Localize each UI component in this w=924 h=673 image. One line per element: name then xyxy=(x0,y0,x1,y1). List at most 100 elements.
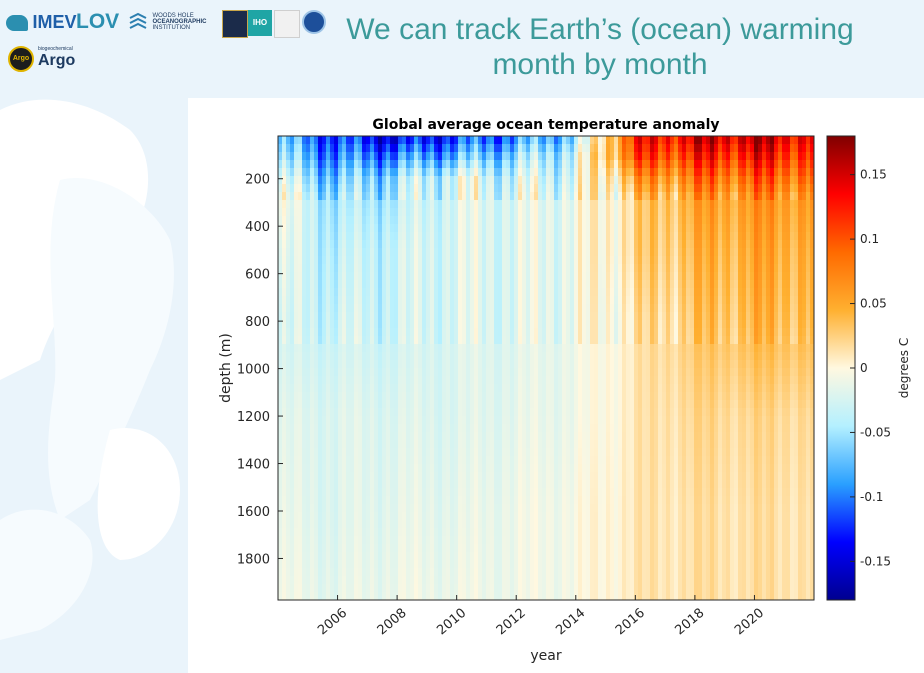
heatmap-cell xyxy=(434,464,439,473)
heatmap-cell xyxy=(566,184,571,193)
heatmap-cell xyxy=(586,400,591,409)
heatmap-cell xyxy=(342,320,347,329)
heatmap-cell xyxy=(386,480,391,489)
heatmap-cell xyxy=(462,240,467,249)
heatmap-cell xyxy=(414,504,419,513)
heatmap-cell xyxy=(510,584,515,593)
heatmap-cell xyxy=(390,208,395,217)
heatmap-cell xyxy=(522,280,527,289)
heatmap-cell xyxy=(414,344,419,353)
heatmap-cell xyxy=(450,560,455,569)
heatmap-cell xyxy=(578,288,583,297)
heatmap-cell xyxy=(390,360,395,369)
heatmap-cell xyxy=(426,360,431,369)
heatmap-cell xyxy=(506,144,511,153)
heatmap-cell xyxy=(490,168,495,177)
heatmap-cell xyxy=(478,448,483,457)
heatmap-cell xyxy=(582,328,587,337)
heatmap-cell xyxy=(370,384,375,393)
heatmap-cell xyxy=(398,408,403,417)
heatmap-cell xyxy=(374,560,379,569)
heatmap-cell xyxy=(598,272,603,281)
heatmap-cell xyxy=(386,400,391,409)
heatmap-cell xyxy=(346,208,351,217)
heatmap-cell xyxy=(442,408,447,417)
heatmap-cell xyxy=(310,312,315,321)
heatmap-cell xyxy=(302,344,307,353)
heatmap-cell xyxy=(314,320,319,329)
heatmap-cell xyxy=(294,376,299,385)
heatmap-cell xyxy=(606,224,611,233)
heatmap-cell xyxy=(286,552,291,561)
heatmap-cell xyxy=(414,200,419,209)
heatmap-cell xyxy=(526,272,531,281)
heatmap-cell xyxy=(374,200,379,209)
heatmap-cell xyxy=(394,272,399,281)
heatmap-cell xyxy=(398,392,403,401)
heatmap-cell xyxy=(442,528,447,537)
heatmap-cell xyxy=(326,384,331,393)
heatmap-cell xyxy=(390,256,395,265)
heatmap-cell xyxy=(450,296,455,305)
heatmap-cell xyxy=(410,368,415,377)
heatmap-cell xyxy=(538,464,543,473)
heatmap-cell xyxy=(290,592,295,600)
heatmap-cell xyxy=(286,184,291,193)
heatmap-cell xyxy=(398,256,403,265)
heatmap-cell xyxy=(470,576,475,585)
heatmap-cell xyxy=(598,256,603,265)
heatmap-cell xyxy=(554,352,559,361)
heatmap-cell xyxy=(530,280,535,289)
heatmap-cell xyxy=(318,272,323,281)
heatmap-cell xyxy=(510,568,515,577)
heatmap-cell xyxy=(314,280,319,289)
heatmap-cell xyxy=(290,168,295,177)
heatmap-cell xyxy=(386,152,391,161)
heatmap-cell xyxy=(530,456,535,465)
heatmap-cell xyxy=(538,168,543,177)
heatmap-cell xyxy=(282,336,287,345)
heatmap-cell xyxy=(578,552,583,561)
heatmap-cell xyxy=(354,472,359,481)
heatmap-cell xyxy=(322,408,327,417)
heatmap-cell xyxy=(338,568,343,577)
heatmap-cell xyxy=(514,440,519,449)
heatmap-cell xyxy=(462,456,467,465)
heatmap-cell xyxy=(338,296,343,305)
heatmap-cell xyxy=(454,368,459,377)
heatmap-cell xyxy=(578,152,583,161)
heatmap-cell xyxy=(410,264,415,273)
heatmap-cell xyxy=(386,248,391,257)
heatmap-cell xyxy=(366,512,371,521)
heatmap-cell xyxy=(614,480,619,489)
heatmap-cell xyxy=(314,440,319,449)
heatmap-cell xyxy=(450,304,455,313)
heatmap-cell xyxy=(494,248,499,257)
heatmap-cell xyxy=(454,264,459,273)
heatmap-cell xyxy=(546,512,551,521)
heatmap-cell xyxy=(318,352,323,361)
heatmap-cell xyxy=(458,504,463,513)
heatmap-cell xyxy=(418,520,423,529)
heatmap-cell xyxy=(602,168,607,177)
heatmap-cell xyxy=(490,344,495,353)
heatmap-cell xyxy=(466,232,471,241)
heatmap-cell xyxy=(302,552,307,561)
heatmap-cell xyxy=(438,288,443,297)
heatmap-cell xyxy=(606,200,611,209)
heatmap-cell xyxy=(378,584,383,593)
heatmap-cell xyxy=(554,256,559,265)
heatmap-cell xyxy=(478,528,483,537)
heatmap-cell xyxy=(354,320,359,329)
heatmap-cell xyxy=(602,224,607,233)
heatmap-cell xyxy=(326,464,331,473)
heatmap-cell xyxy=(562,280,567,289)
heatmap-cell xyxy=(446,184,451,193)
heatmap-cell xyxy=(490,320,495,329)
heatmap-cell xyxy=(514,576,519,585)
heatmap-cell xyxy=(474,168,479,177)
heatmap-cell xyxy=(398,512,403,521)
heatmap-cell xyxy=(514,360,519,369)
heatmap-cell xyxy=(526,416,531,425)
heatmap-cell xyxy=(462,352,467,361)
